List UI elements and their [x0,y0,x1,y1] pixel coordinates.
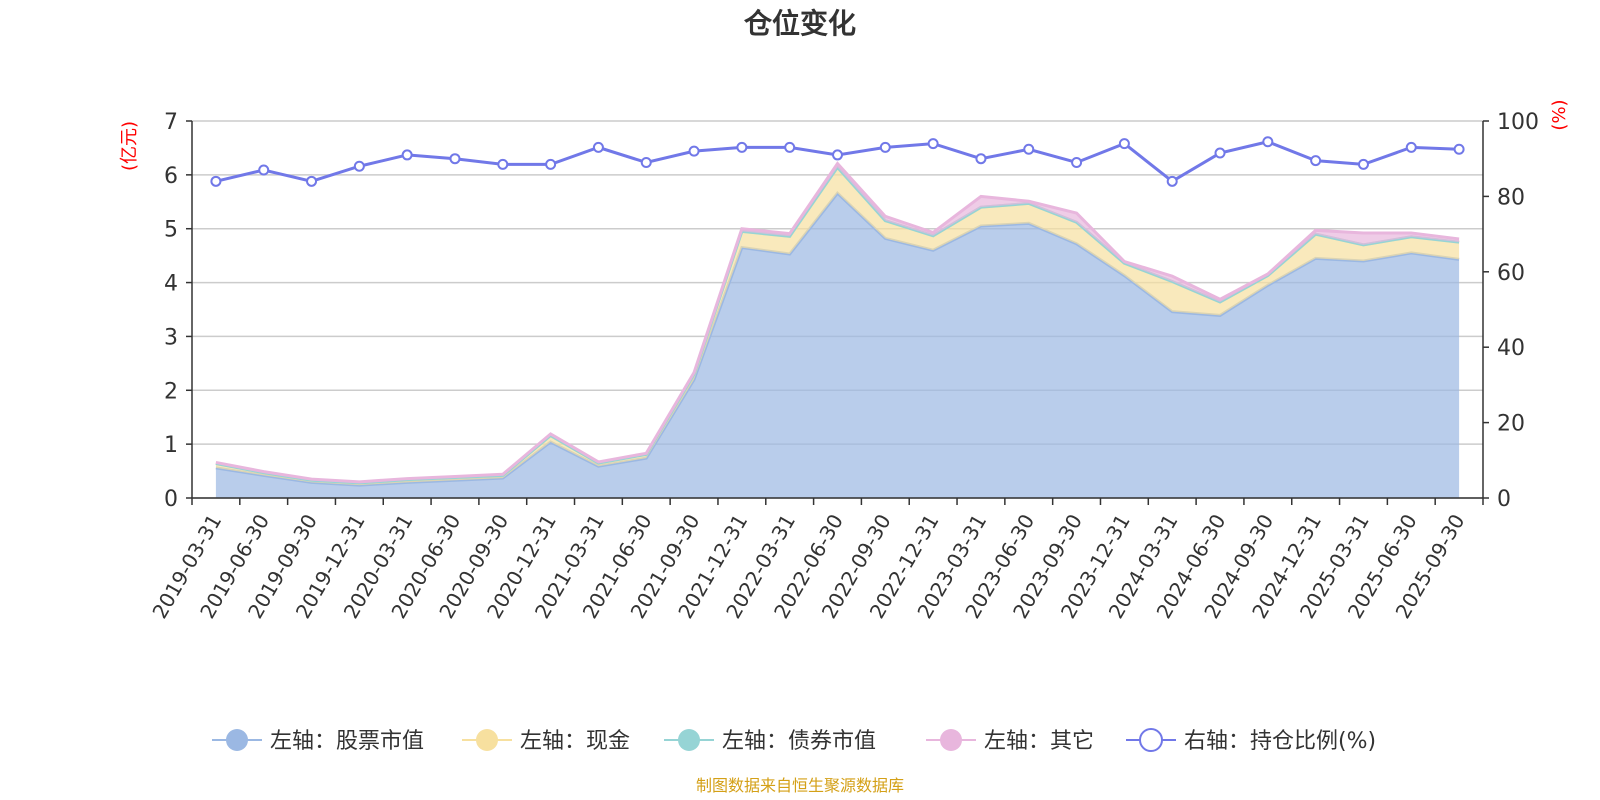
ratio-point [1405,141,1417,153]
ratio-point [545,158,557,170]
ratio-point [927,138,939,150]
chart-title: 仓位变化 [744,7,856,40]
ratio-point [640,156,652,168]
ratio-point [401,149,413,161]
left-axis-tick-label: 6 [164,164,178,189]
right-axis-tick-label: 40 [1497,336,1525,361]
right-axis-tick-label: 60 [1497,261,1525,286]
ratio-point [688,145,700,157]
left-axis-tick-label: 4 [164,272,178,297]
right-axis-tick-label: 80 [1497,185,1525,210]
legend-label: 左轴：现金 [520,729,630,754]
left-axis-tick-label: 0 [164,487,178,512]
legend-label: 左轴：股票市值 [270,729,424,754]
ratio-point [1262,136,1274,148]
ratio-point [258,164,270,176]
right-axis-tick-label: 0 [1497,487,1511,512]
ratio-point [592,141,604,153]
ratio-point [306,175,318,187]
ratio-point [1023,143,1035,155]
ratio-point [879,141,891,153]
ratio-point [736,141,748,153]
legend-marker [678,729,700,751]
left-axis-tick-label: 1 [164,433,178,458]
area-layer [215,161,1460,498]
legend-item[interactable]: 左轴：其它 [926,729,1094,754]
left-axis-tick-label: 2 [164,379,178,404]
ratio-point [353,160,365,172]
area-edge-3 [215,161,1460,484]
ratio-point [1214,147,1226,159]
ratio-point [1166,175,1178,187]
right-axis-tick-label: 20 [1497,412,1525,437]
ratio-point [497,158,509,170]
right-axis-unit: (%) [1549,99,1570,130]
legend-item[interactable]: 左轴：现金 [462,729,630,754]
right-axis-tick-label: 100 [1497,110,1539,135]
legend-marker [226,729,248,751]
ratio-point [210,175,222,187]
ratio-point [784,141,796,153]
legend-marker [476,729,498,751]
ratio-point [1357,158,1369,170]
ratio-point [1071,156,1083,168]
legend: 左轴：股票市值 左轴：现金 左轴：债券市值 左轴：其它 右轴：持仓比例(%) [212,728,1376,754]
ratio-point [1453,143,1465,155]
left-axis-tick-label: 7 [164,110,178,135]
left-axis-unit: (亿元) [119,121,140,171]
legend-item[interactable]: 右轴：持仓比例(%) [1126,728,1376,754]
legend-item[interactable]: 左轴：股票市值 [212,729,424,754]
legend-label: 左轴：债券市值 [722,729,876,754]
line-layer [210,136,1465,187]
legend-marker [1139,728,1163,752]
ratio-point [449,153,461,165]
data-source-note: 制图数据来自恒生聚源数据库 [696,776,904,795]
legend-label: 左轴：其它 [984,729,1094,754]
legend-marker [940,729,962,751]
ratio-point [1118,138,1130,150]
legend-label: 右轴：持仓比例(%) [1184,729,1376,754]
ratio-point [1310,155,1322,167]
left-axis-tick-label: 5 [164,218,178,243]
left-axis-tick-label: 3 [164,325,178,350]
legend-item[interactable]: 左轴：债券市值 [664,729,876,754]
ratio-point [832,149,843,161]
ratio-point [975,153,987,165]
area-0 [215,193,1460,498]
